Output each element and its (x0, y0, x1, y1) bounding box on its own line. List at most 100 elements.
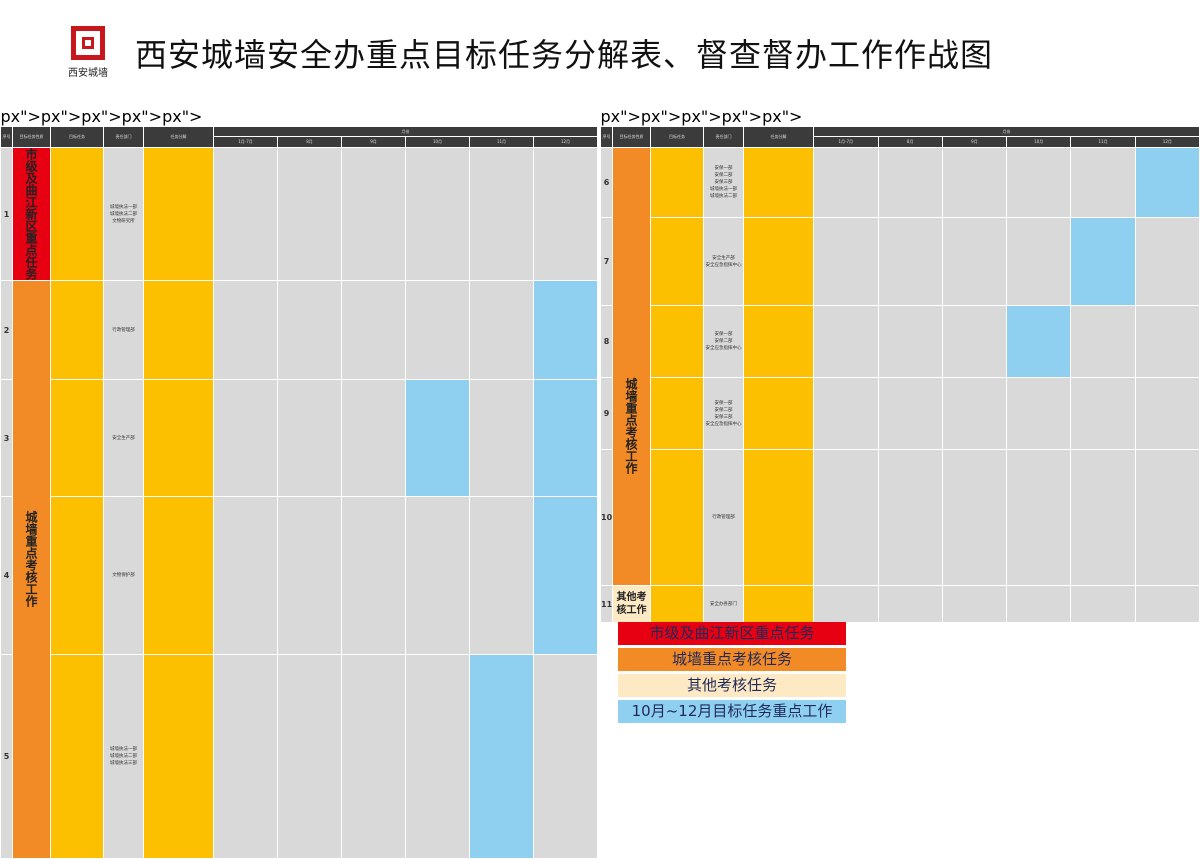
month-cell (213, 496, 278, 655)
month-cell (1006, 377, 1072, 450)
dept-name: 文物保护部 (112, 573, 135, 578)
header-dept: 责任部门 (103, 126, 144, 148)
month-cell (1134, 377, 1200, 450)
month-cell (277, 147, 342, 281)
month-cell (1070, 377, 1136, 450)
target-task-cell (50, 280, 104, 380)
month-cell (469, 280, 534, 380)
dept-name: 安保一部 (714, 332, 733, 337)
dept-name: 行政管理部 (712, 515, 735, 520)
dept-cell: 安保一部 安保二部 安保三部 安全应急指挥中心 (703, 377, 744, 450)
table-row: 2 城墙重点考核工作 行政管理部 (0, 280, 598, 859)
dept-name: 安保一部 (714, 400, 733, 406)
category-city: 市级及曲江新区重点任务 (12, 147, 51, 281)
month-cell (533, 654, 598, 859)
header-month: 10月 (1006, 136, 1072, 148)
dept-name: 安全生产部 (712, 255, 735, 261)
target-task-cell (650, 217, 704, 306)
breakdown-cell (743, 147, 814, 218)
dept-name: 安保一部 (714, 166, 733, 171)
target-task-cell (50, 379, 104, 497)
month-cell (813, 305, 879, 378)
header-index: 序号 (600, 126, 613, 148)
month-cell (277, 379, 342, 497)
dept-cell: 安全生产部 安全应急指挥中心 (703, 217, 744, 306)
header-months: 月份 (813, 126, 1200, 137)
month-cell (213, 379, 278, 497)
dept-name: 安全应急指挥中心 (705, 346, 742, 351)
row-number: 8 (600, 305, 613, 378)
row-number: 6 (600, 147, 613, 218)
logo: 西安城墙 (62, 22, 114, 92)
row-number: 1 (0, 147, 13, 281)
row-number: 2 (0, 280, 13, 380)
dept-name: 安全办各部门 (710, 601, 737, 607)
dept-name: 安保二部 (714, 173, 733, 178)
dept-name: 城墙执法二部 (710, 194, 737, 199)
month-cell-focus (1070, 217, 1136, 306)
dept-name: 安全应急指挥中心 (705, 421, 742, 427)
dept-name: 安保三部 (714, 180, 733, 185)
month-cell (877, 585, 943, 623)
header-month: 1月-7月 (213, 136, 278, 148)
row-number: 9 (600, 377, 613, 450)
month-cell (341, 496, 406, 655)
dept-name: 安保二部 (714, 407, 733, 413)
dept-cell: 安全办各部门 (703, 585, 744, 623)
dept-cell: 行政管理部 (103, 280, 144, 380)
month-cell (469, 147, 534, 281)
category-wall: 城墙重点考核工作 (612, 147, 651, 586)
breakdown-cell (743, 305, 814, 378)
dept-cell: 安保一部 安保二部 安全应急指挥中心 (703, 305, 744, 378)
month-cell (1070, 449, 1136, 586)
header-nature: 目标任务性质 (12, 126, 51, 148)
dept-name: 城墙执法二部 (110, 754, 137, 759)
legend-wall-task: 城墙重点考核任务 (618, 648, 846, 671)
row-number: 3 (0, 379, 13, 497)
header-month: 10月 (405, 136, 470, 148)
month-cell (877, 449, 943, 586)
month-cell (813, 449, 879, 586)
month-cell (813, 585, 879, 623)
row-number: 7 (600, 217, 613, 306)
month-cell (213, 280, 278, 380)
target-task-cell (650, 377, 704, 450)
month-cell-focus (533, 379, 598, 497)
month-cell-focus (405, 379, 470, 497)
dept-cell: 安保一部 安保二部 安保三部 城墙执法一部 城墙执法二部 (703, 147, 744, 218)
month-cell (877, 377, 943, 450)
target-task-cell (650, 449, 704, 586)
header-month: 8月 (277, 136, 342, 148)
month-cell (341, 147, 406, 281)
month-cell (941, 217, 1008, 306)
month-cell-focus (1006, 305, 1072, 378)
month-cell (877, 147, 943, 218)
month-cell (941, 449, 1008, 586)
header-month: 11月 (469, 136, 534, 148)
month-cell-focus (1134, 147, 1200, 218)
table-row: 7 安全生产部 安全应急指挥中心 (600, 217, 1200, 306)
month-cell (405, 280, 470, 380)
breakdown-cell (143, 147, 214, 281)
month-cell (405, 147, 470, 281)
breakdown-cell (143, 280, 214, 380)
dept-cell: 行政管理部 (703, 449, 744, 586)
header-month: 9月 (941, 136, 1008, 148)
month-cell (1006, 147, 1072, 218)
month-cell (405, 654, 470, 859)
month-cell (469, 496, 534, 655)
page-title: 西安城墙安全办重点目标任务分解表、督查督办工作作战图 (135, 36, 994, 74)
city-wall-logo-icon (71, 26, 105, 60)
dept-cell: 安全生产部 (103, 379, 144, 497)
legend-city-task: 市级及曲江新区重点任务 (618, 622, 846, 645)
month-cell (533, 147, 598, 281)
breakdown-cell (143, 654, 214, 859)
header-month: 8月 (877, 136, 943, 148)
row-number: 4 (0, 496, 13, 655)
dept-name: 安保三部 (714, 414, 733, 420)
target-task-cell (650, 585, 704, 623)
month-cell-focus (469, 654, 534, 859)
row-number: 5 (0, 654, 13, 859)
month-cell (469, 379, 534, 497)
month-cell (1070, 585, 1136, 623)
